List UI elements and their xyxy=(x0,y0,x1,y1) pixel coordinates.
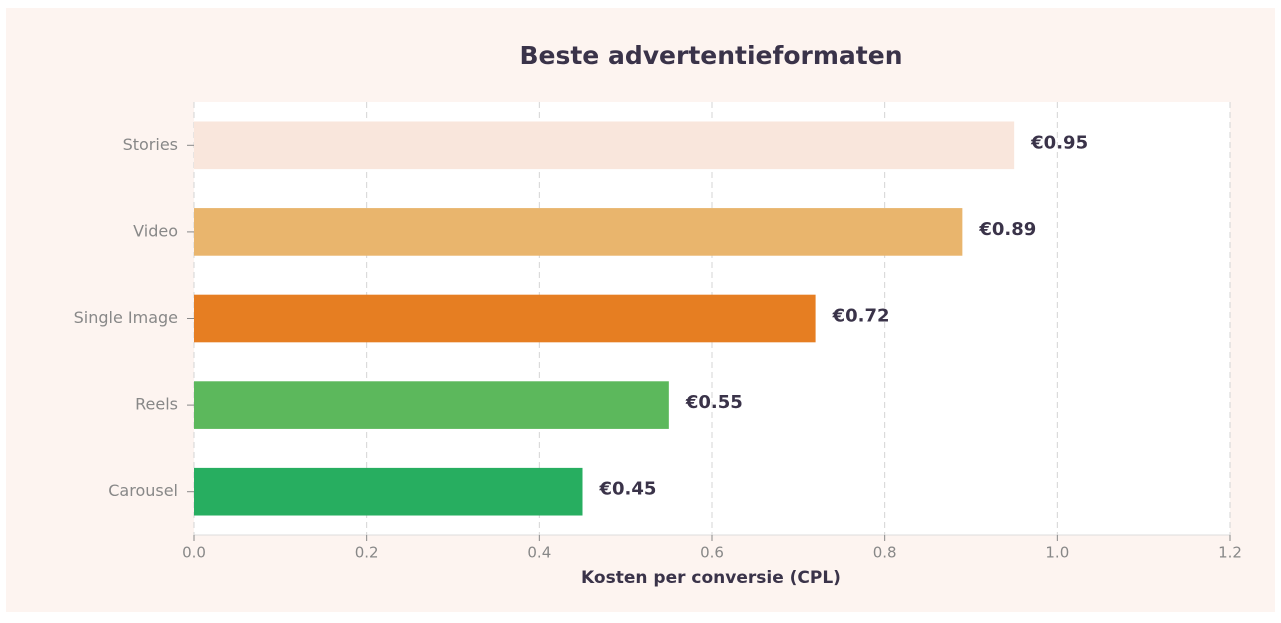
y-tick-label: Stories xyxy=(123,135,178,154)
value-label: €0.89 xyxy=(978,219,1036,240)
x-tick-label: 0.0 xyxy=(182,544,206,562)
x-tick-label: 0.4 xyxy=(527,544,551,562)
value-label: €0.45 xyxy=(599,479,657,500)
y-tick-label: Video xyxy=(133,221,178,240)
bar xyxy=(194,208,963,256)
y-tick-label: Single Image xyxy=(74,308,178,327)
x-tick-label: 0.2 xyxy=(355,544,379,562)
x-axis-label: Kosten per conversie (CPL) xyxy=(581,568,841,588)
x-tick-label: 1.2 xyxy=(1218,544,1242,562)
chart-title: Beste advertentieformaten xyxy=(519,41,902,70)
bar xyxy=(194,467,583,516)
x-tick-label: 0.8 xyxy=(873,544,897,562)
y-tick-label: Reels xyxy=(135,395,178,414)
x-tick-label: 1.0 xyxy=(1045,544,1069,562)
value-label: €0.72 xyxy=(832,306,890,327)
value-label: €0.55 xyxy=(685,392,743,413)
bar xyxy=(194,381,669,429)
x-tick-label: 0.6 xyxy=(700,544,724,562)
value-label: €0.95 xyxy=(1030,132,1088,153)
bar xyxy=(194,294,816,343)
bar xyxy=(194,121,1015,170)
y-tick-label: Carousel xyxy=(108,481,178,500)
